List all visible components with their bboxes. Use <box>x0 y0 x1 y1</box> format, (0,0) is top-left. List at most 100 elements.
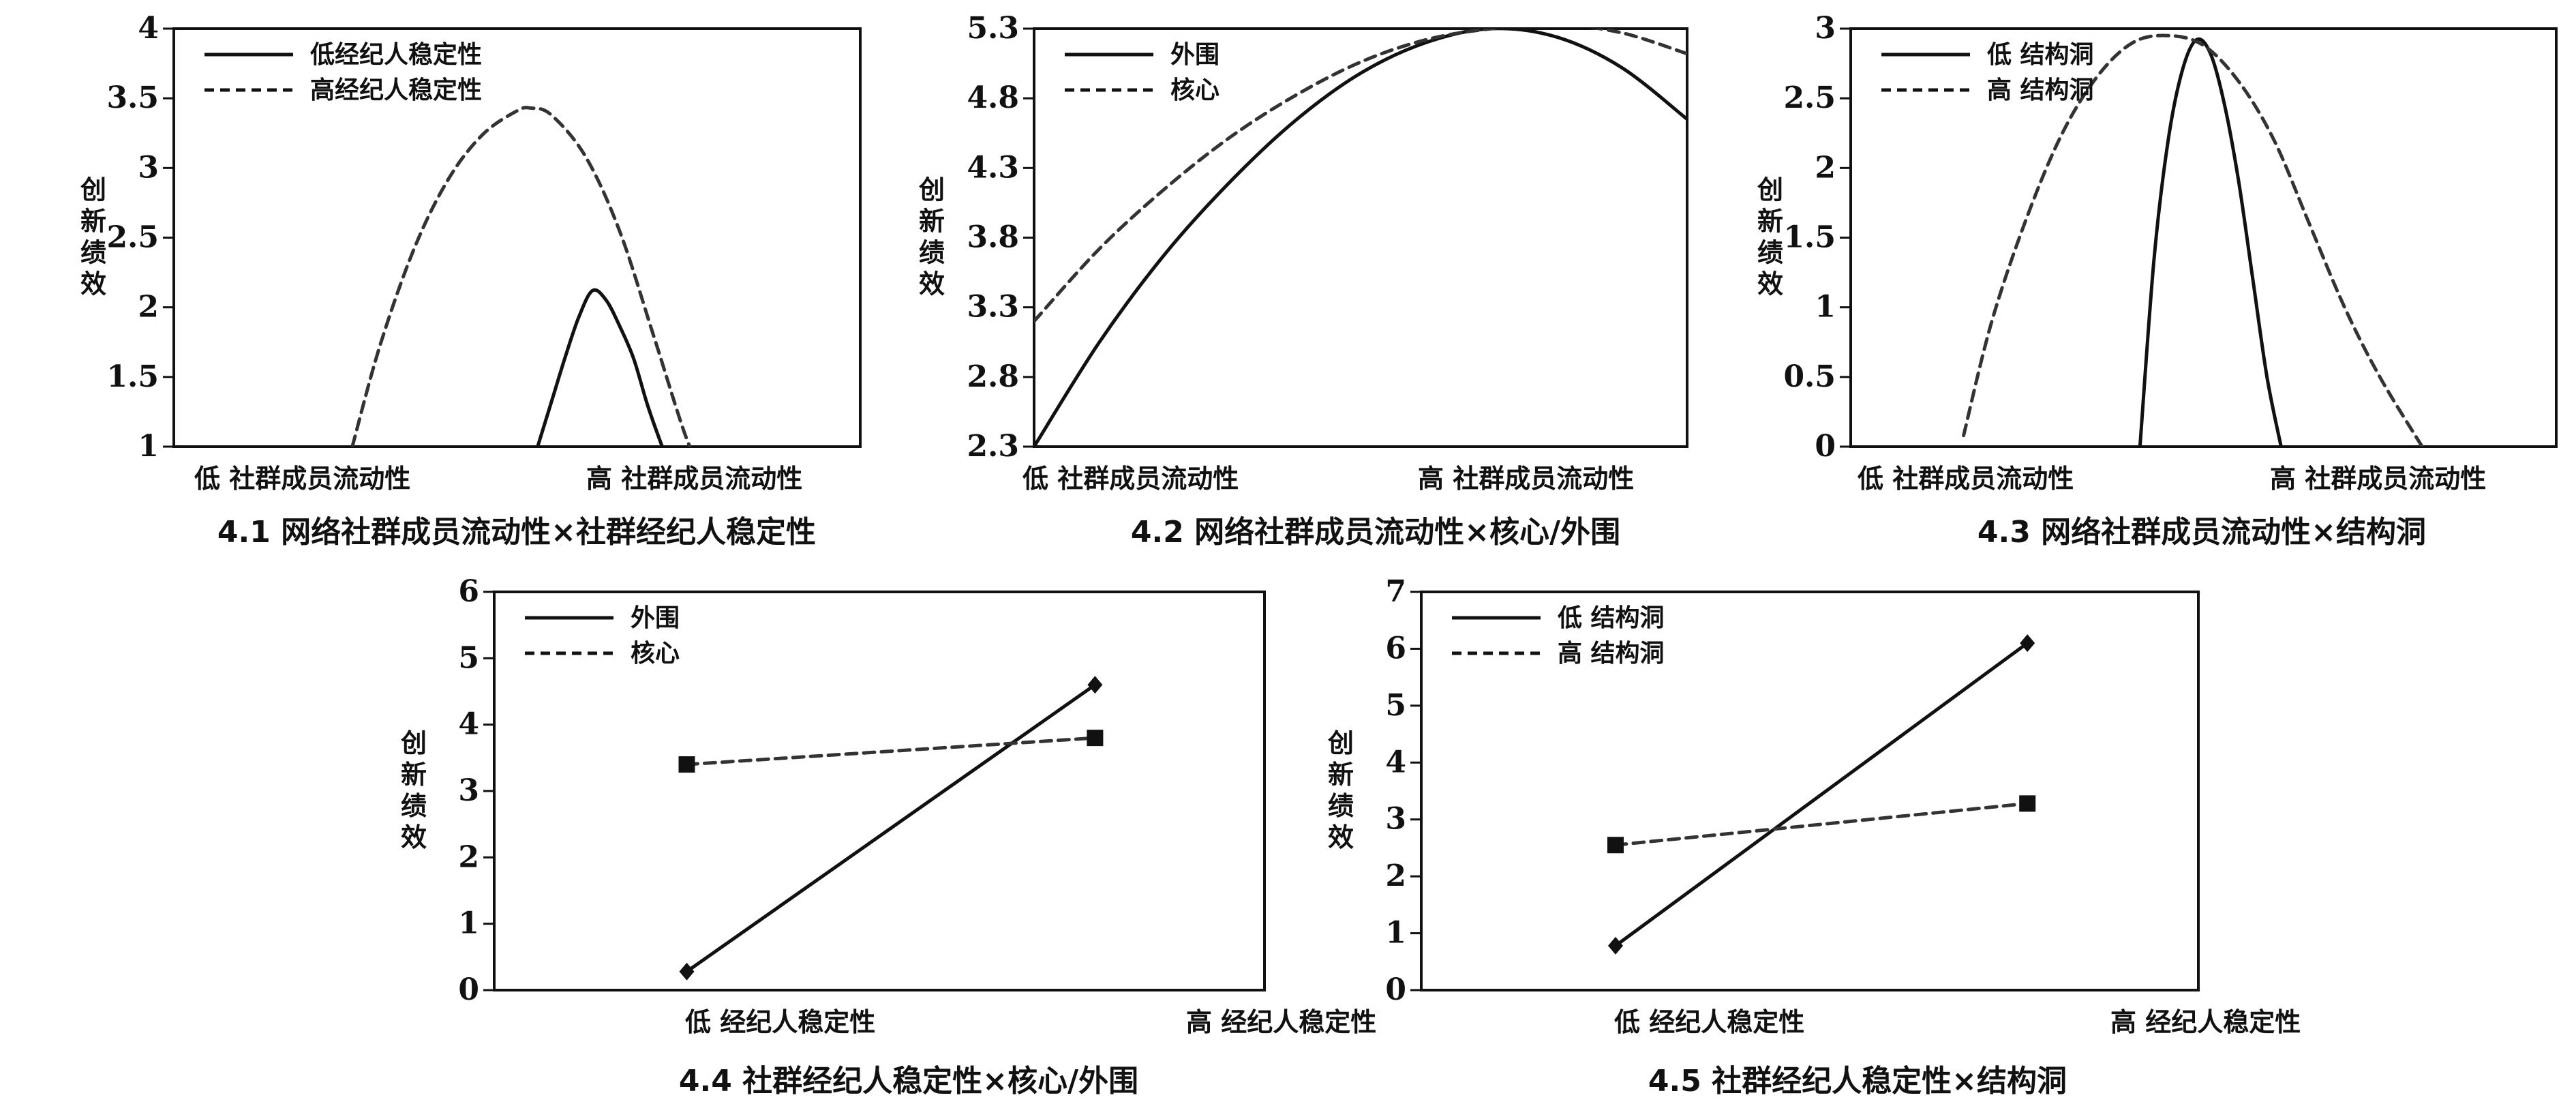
y-tick-label: 2 <box>1385 859 1406 893</box>
y-axis-label: 创新绩效 <box>1328 728 1354 852</box>
y-axis-label-char: 新 <box>1757 207 1783 237</box>
plot-area <box>350 106 692 447</box>
y-axis-label-char: 绩 <box>1757 238 1783 268</box>
y-tick-label: 6 <box>458 574 479 609</box>
y-axis-label-char: 绩 <box>80 238 106 268</box>
y-axis-label: 创新绩效 <box>80 175 106 299</box>
legend-label-1: 低 结构洞 <box>1987 41 2094 69</box>
y-axis-label-char: 效 <box>80 269 106 299</box>
y-tick-label: 4.8 <box>967 80 1019 115</box>
legend-label-2: 高经纪人稳定性 <box>310 76 482 104</box>
y-tick-label: 1 <box>138 429 159 464</box>
chart-caption: 4.5 社群经纪人稳定性×结构洞 <box>1648 1064 2067 1099</box>
series-line-2 <box>685 736 1097 766</box>
y-tick-label: 2.5 <box>1783 80 1836 115</box>
legend-label-2: 核心 <box>631 640 680 668</box>
x-category-label: 高 经纪人稳定性 <box>2110 1007 2301 1037</box>
data-point-square <box>2019 795 2036 812</box>
series-line-2 <box>1613 801 2029 847</box>
y-axis-label: 创新绩效 <box>401 728 427 852</box>
x-category-label: 低 经纪人稳定性 <box>685 1007 875 1037</box>
y-tick-label: 2 <box>138 290 159 325</box>
x-category-label: 高 经纪人稳定性 <box>1186 1007 1376 1037</box>
legend-label-1: 外围 <box>1170 41 1219 69</box>
y-tick-label: 1 <box>1815 290 1836 325</box>
x-category-label: 低 社群成员流动性 <box>1858 464 2074 494</box>
plot-area <box>685 683 1097 974</box>
data-point-diamond <box>2020 634 2035 653</box>
y-axis-label-char: 创 <box>919 175 945 205</box>
y-tick-label: 1 <box>1385 916 1406 951</box>
x-category-label: 低 社群成员流动性 <box>1022 464 1239 494</box>
y-tick-label: 1 <box>458 906 479 941</box>
y-tick-label: 0.5 <box>1783 359 1836 394</box>
y-axis-label-char: 创 <box>1328 728 1354 758</box>
plot-area <box>1613 641 2029 948</box>
y-tick-label: 3.3 <box>967 290 1019 325</box>
y-tick-label: 0 <box>458 972 479 1007</box>
plot-area <box>1034 29 1687 447</box>
y-axis-label-char: 新 <box>1328 760 1354 790</box>
series-line-1 <box>1034 29 1687 447</box>
chart-caption: 4.4 社群经纪人稳定性×核心/外围 <box>679 1064 1138 1099</box>
x-category-label: 低 经纪人稳定性 <box>1614 1007 1804 1037</box>
y-tick-label: 0 <box>1385 972 1406 1007</box>
series-line-2 <box>350 106 692 447</box>
series-line-1 <box>536 288 665 447</box>
y-axis-label-char: 效 <box>1757 269 1783 299</box>
y-tick-label: 2.3 <box>967 429 1019 464</box>
y-axis-label-char: 创 <box>80 175 106 205</box>
legend-label-1: 低 结构洞 <box>1558 604 1665 632</box>
y-axis-label-char: 新 <box>401 760 427 790</box>
y-tick-label: 7 <box>1385 574 1406 609</box>
data-point-diamond <box>1608 936 1623 955</box>
y-tick-label: 4 <box>1385 745 1406 779</box>
y-axis-label-char: 新 <box>919 207 945 237</box>
series-line-2 <box>1034 29 1687 323</box>
y-axis-label-char: 绩 <box>919 238 945 268</box>
y-tick-label: 2.8 <box>967 359 1019 394</box>
y-tick-label: 5 <box>1385 688 1406 723</box>
legend-label-1: 低经纪人稳定性 <box>310 41 482 69</box>
legend-label-2: 高 结构洞 <box>1987 76 2094 104</box>
y-tick-label: 3.5 <box>106 80 159 115</box>
legend-label-1: 外围 <box>631 604 680 632</box>
y-tick-label: 5 <box>458 640 479 675</box>
y-tick-label: 4 <box>138 11 159 46</box>
y-tick-label: 1.5 <box>1783 220 1836 255</box>
y-tick-label: 2.5 <box>106 220 159 255</box>
x-category-label: 高 社群成员流动性 <box>2270 464 2486 494</box>
y-tick-label: 6 <box>1385 631 1406 666</box>
series-line-2 <box>1962 33 2424 447</box>
y-tick-label: 3 <box>1385 802 1406 837</box>
plot-frame <box>1420 591 2200 991</box>
chart-caption: 4.3 网络社群成员流动性×结构洞 <box>1978 515 2426 550</box>
x-category-label: 高 社群成员流动性 <box>1418 464 1634 494</box>
data-point-square <box>1607 837 1624 854</box>
data-point-diamond <box>1087 676 1103 694</box>
legend-label-2: 核心 <box>1170 76 1219 104</box>
y-axis-label-char: 创 <box>1757 175 1783 205</box>
y-tick-label: 3.8 <box>967 220 1019 255</box>
y-axis-label-char: 绩 <box>1328 791 1354 821</box>
y-axis-label: 创新绩效 <box>1757 175 1783 299</box>
series-line-1 <box>2138 37 2283 447</box>
y-tick-label: 2 <box>458 839 479 874</box>
y-tick-label: 3 <box>458 773 479 808</box>
y-axis-label-char: 绩 <box>401 791 427 821</box>
plot-frame <box>172 27 862 448</box>
y-tick-label: 0 <box>1815 429 1836 464</box>
y-axis-label-char: 效 <box>401 822 427 852</box>
x-category-label: 低 社群成员流动性 <box>194 464 410 494</box>
y-tick-label: 3 <box>138 150 159 185</box>
data-point-square <box>1087 730 1104 747</box>
y-tick-label: 2 <box>1815 150 1836 185</box>
y-tick-label: 5.3 <box>967 11 1019 46</box>
data-point-diamond <box>679 962 695 981</box>
